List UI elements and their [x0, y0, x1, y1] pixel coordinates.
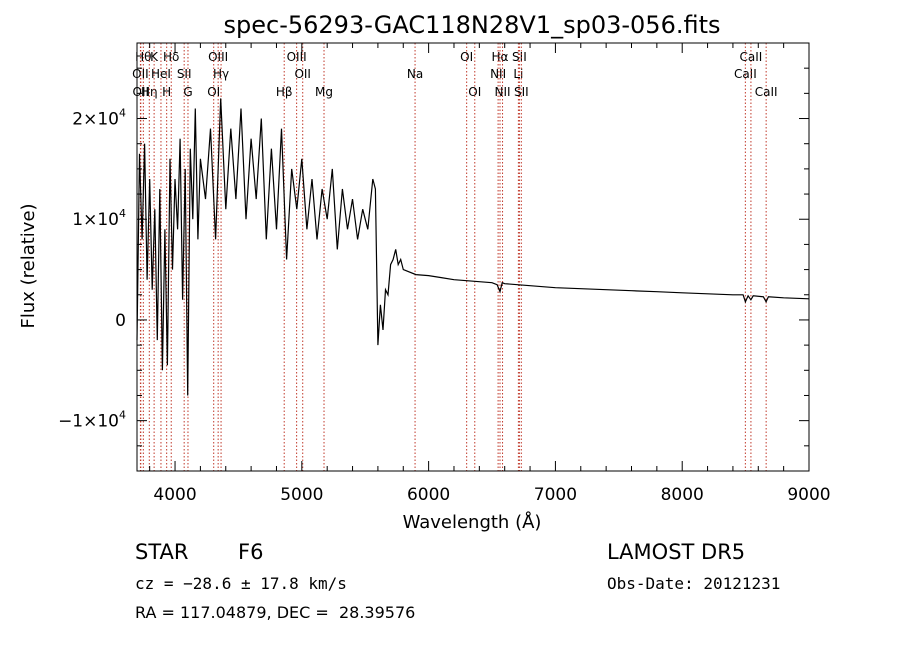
line-label: Hδ [163, 50, 179, 64]
plot-frame [136, 42, 810, 472]
observation-date: Obs-Date: 20121231 [607, 574, 781, 593]
line-label: OI [207, 85, 220, 99]
y-tick-label: 1×104 [72, 207, 126, 230]
line-label: CaII [740, 50, 763, 64]
line-label: Hθ [135, 50, 151, 64]
line-label: CaII [755, 85, 778, 99]
y-tick-label-base: 2×10 [72, 110, 119, 130]
x-tick-label: 7000 [534, 485, 577, 505]
line-label: Hγ [213, 67, 229, 81]
y-tick-label-exponent: 4 [119, 409, 126, 422]
x-tick-label: 9000 [787, 485, 830, 505]
spectrum-chart: spec-56293-GAC118N28V1_sp03-056.fits Hθ O… [18, 11, 831, 533]
x-tick-label: 4000 [153, 485, 196, 505]
y-tick-label: −1×104 [58, 409, 126, 432]
x-tick-label: 6000 [407, 485, 450, 505]
line-label: G [183, 85, 192, 99]
line-label: OI [468, 85, 481, 99]
x-tick-label: 5000 [280, 485, 323, 505]
y-tick-label-base: 0 [115, 311, 126, 331]
chart-title: spec-56293-GAC118N28V1_sp03-056.fits [224, 11, 721, 39]
y-tick-label: 0 [115, 311, 126, 331]
y-tick-label-base: 1×10 [72, 210, 119, 230]
survey-name: LAMOST DR5 [607, 540, 746, 564]
spectrum-line [136, 98, 810, 396]
line-label: HeI [151, 67, 171, 81]
line-label: CaII [734, 67, 757, 81]
object-class: STAR [135, 540, 189, 564]
line-label: Na [407, 67, 423, 81]
y-tick-label-base: −1×10 [58, 412, 119, 432]
line-label: SII [177, 67, 192, 81]
line-label: Hβ [276, 85, 293, 99]
y-axis-label: Flux (relative) [18, 203, 39, 328]
line-label: Hα [492, 50, 509, 64]
line-label: OIII [287, 50, 307, 64]
object-subclass: F6 [238, 540, 264, 564]
y-tick-label-exponent: 4 [119, 207, 126, 220]
coordinates: RA = 117.04879, DEC = 28.39576 [135, 603, 416, 622]
line-label: OII [294, 67, 311, 81]
line-label: OI [460, 50, 473, 64]
line-label: Li [513, 67, 523, 81]
line-label: SII [512, 50, 527, 64]
y-tick-label-exponent: 4 [119, 107, 126, 120]
line-label: NII [495, 85, 511, 99]
x-tick-label: 8000 [661, 485, 704, 505]
x-axis-label: Wavelength (Å) [403, 511, 542, 533]
line-label: H [162, 85, 171, 99]
line-label: SII [514, 85, 529, 99]
redshift-cz: cz = −28.6 ± 17.8 km/s [135, 574, 347, 593]
line-label: Mg [315, 85, 333, 99]
spectrum-series [136, 98, 810, 396]
line-label: Hη [141, 85, 158, 99]
line-label: K [150, 50, 159, 64]
y-tick-label: 2×104 [72, 107, 126, 130]
line-label: OIII [208, 50, 228, 64]
line-label: OII [132, 67, 149, 81]
line-label: NII [490, 67, 506, 81]
x-axis: 4000 5000 6000 7000 8000 9000 [149, 43, 831, 505]
